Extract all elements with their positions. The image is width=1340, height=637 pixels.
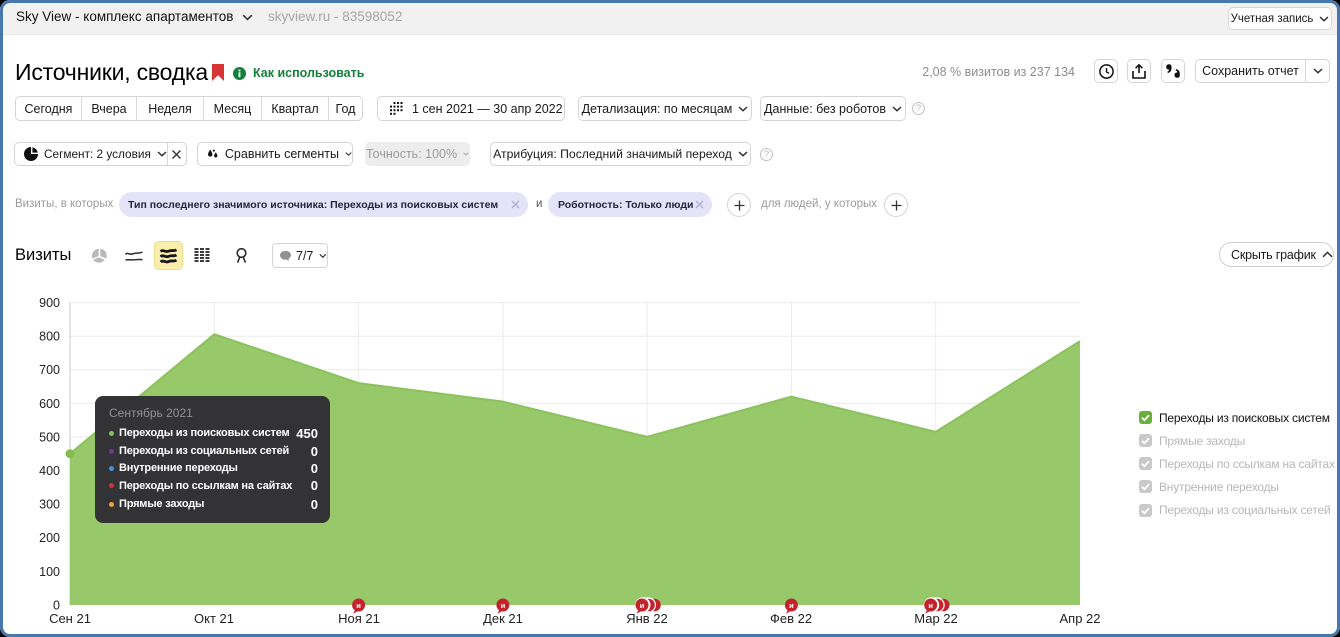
svg-text:0: 0	[53, 598, 60, 612]
svg-text:500: 500	[39, 430, 60, 444]
svg-text:Ноя 21: Ноя 21	[338, 611, 380, 626]
svg-text:Фев 22: Фев 22	[770, 611, 812, 626]
svg-text:и: и	[640, 601, 645, 610]
svg-text:Окт 21: Окт 21	[194, 611, 234, 626]
svg-text:и: и	[501, 601, 506, 610]
svg-text:Дек 21: Дек 21	[483, 611, 523, 626]
svg-text:700: 700	[39, 363, 60, 377]
svg-text:и: и	[356, 601, 361, 610]
svg-text:и: и	[928, 601, 933, 610]
svg-text:600: 600	[39, 397, 60, 411]
svg-text:100: 100	[39, 565, 60, 579]
svg-text:300: 300	[39, 498, 60, 512]
svg-text:Янв 22: Янв 22	[626, 611, 668, 626]
svg-text:Мар 22: Мар 22	[914, 611, 958, 626]
svg-text:200: 200	[39, 531, 60, 545]
svg-text:800: 800	[39, 330, 60, 344]
svg-text:Апр 22: Апр 22	[1059, 611, 1100, 626]
svg-text:900: 900	[39, 296, 60, 310]
svg-text:и: и	[789, 601, 794, 610]
svg-text:Сен 21: Сен 21	[49, 611, 91, 626]
svg-text:400: 400	[39, 464, 60, 478]
